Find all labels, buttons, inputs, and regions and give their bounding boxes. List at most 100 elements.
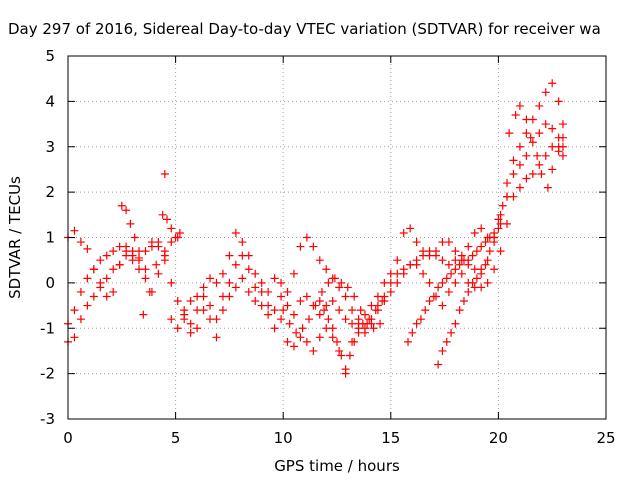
data-point [238, 251, 247, 260]
data-point [399, 228, 408, 237]
data-point [541, 88, 550, 97]
data-point [457, 251, 466, 260]
data-point [335, 306, 344, 315]
data-point [434, 360, 443, 369]
data-point [309, 242, 318, 251]
data-point [145, 287, 154, 296]
data-point [70, 226, 79, 235]
data-point [292, 328, 301, 337]
data-point [444, 287, 453, 296]
x-tick-label: 10 [274, 429, 293, 447]
x-tick-label: 0 [63, 429, 73, 447]
data-point [122, 206, 131, 215]
data-point [558, 120, 567, 129]
data-point [477, 269, 486, 278]
data-point [447, 269, 456, 278]
data-point [503, 192, 512, 201]
data-point [419, 251, 428, 260]
data-point [365, 315, 374, 324]
data-point [337, 351, 346, 360]
data-point [444, 260, 453, 269]
data-point [464, 256, 473, 265]
data-point [330, 274, 339, 283]
y-tick-label: 4 [45, 92, 55, 110]
y-tick-label: 1 [45, 229, 55, 247]
data-point [328, 324, 337, 333]
data-point [348, 306, 357, 315]
data-point [115, 260, 124, 269]
data-point [515, 101, 524, 110]
data-point [328, 297, 337, 306]
data-point [302, 233, 311, 242]
data-point [350, 292, 359, 301]
data-point [522, 174, 531, 183]
y-tick-label: -2 [40, 365, 55, 383]
y-tick-label: 3 [45, 138, 55, 156]
data-point [515, 183, 524, 192]
data-point [128, 256, 137, 265]
data-point [451, 265, 460, 274]
data-point [302, 292, 311, 301]
x-axis-ticks: 0 5 10 15 20 25 [63, 56, 616, 447]
data-point [494, 224, 503, 233]
data-point [408, 328, 417, 337]
data-point [350, 337, 359, 346]
x-tick-label: 5 [171, 429, 181, 447]
data-point [404, 337, 413, 346]
data-point [373, 301, 382, 310]
data-point [341, 369, 350, 378]
data-point [89, 292, 98, 301]
data-point [152, 260, 161, 269]
data-point [154, 269, 163, 278]
data-point [472, 274, 481, 283]
data-point [490, 265, 499, 274]
data-point [438, 256, 447, 265]
data-point [225, 278, 234, 287]
data-point [498, 201, 507, 210]
data-point [322, 301, 331, 310]
data-point [337, 278, 346, 287]
data-point [109, 287, 118, 296]
data-point [438, 301, 447, 310]
data-point [459, 297, 468, 306]
data-point [251, 269, 260, 278]
data-point [89, 265, 98, 274]
data-point [199, 292, 208, 301]
data-point [277, 292, 286, 301]
data-point [147, 242, 156, 251]
data-point [429, 292, 438, 301]
data-point [451, 256, 460, 265]
data-point [505, 129, 514, 138]
data-point [283, 287, 292, 296]
data-point [212, 278, 221, 287]
data-point [289, 342, 298, 351]
data-point [490, 233, 499, 242]
data-point [167, 238, 176, 247]
data-point [451, 247, 460, 256]
data-point [135, 247, 144, 256]
y-tick-label: -1 [40, 319, 55, 337]
data-point [548, 124, 557, 133]
data-point [558, 133, 567, 142]
data-point [83, 244, 92, 253]
y-axis-ticks: -3 -2 -1 0 1 2 3 4 5 [40, 47, 606, 428]
data-point [296, 242, 305, 251]
data-point [283, 337, 292, 346]
data-point [199, 306, 208, 315]
data-point [186, 319, 195, 328]
data-point [320, 306, 329, 315]
data-point [277, 278, 286, 287]
data-point [309, 346, 318, 355]
data-point [231, 283, 240, 292]
data-point [485, 247, 494, 256]
data-point [270, 306, 279, 315]
data-point [199, 283, 208, 292]
data-point [296, 297, 305, 306]
data-point [238, 274, 247, 283]
data-point [160, 251, 169, 260]
data-point [360, 324, 369, 333]
data-point [225, 292, 234, 301]
data-point [438, 278, 447, 287]
data-point [315, 310, 324, 319]
data-point [257, 301, 266, 310]
